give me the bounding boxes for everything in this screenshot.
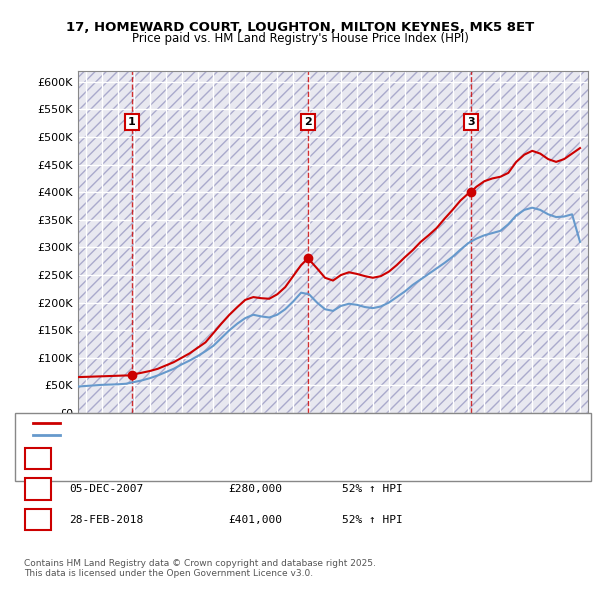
Text: 35% ↑ HPI: 35% ↑ HPI <box>342 454 403 463</box>
Text: 11-NOV-1996: 11-NOV-1996 <box>69 454 143 463</box>
Text: £68,000: £68,000 <box>228 454 275 463</box>
Text: 52% ↑ HPI: 52% ↑ HPI <box>342 484 403 494</box>
Text: HPI: Average price, semi-detached house, Milton Keynes: HPI: Average price, semi-detached house,… <box>63 431 344 440</box>
Text: 2: 2 <box>304 117 311 127</box>
Text: Contains HM Land Registry data © Crown copyright and database right 2025.
This d: Contains HM Land Registry data © Crown c… <box>24 559 376 578</box>
Text: £280,000: £280,000 <box>228 484 282 494</box>
Text: 3: 3 <box>467 117 475 127</box>
Text: 05-DEC-2007: 05-DEC-2007 <box>69 484 143 494</box>
Text: 28-FEB-2018: 28-FEB-2018 <box>69 515 143 525</box>
Text: 2: 2 <box>34 484 41 494</box>
Text: 17, HOMEWARD COURT, LOUGHTON, MILTON KEYNES, MK5 8ET: 17, HOMEWARD COURT, LOUGHTON, MILTON KEY… <box>66 21 534 34</box>
Text: 1: 1 <box>34 454 41 463</box>
Text: 52% ↑ HPI: 52% ↑ HPI <box>342 515 403 525</box>
Text: 1: 1 <box>128 117 136 127</box>
Text: 3: 3 <box>34 515 41 525</box>
Text: 17, HOMEWARD COURT, LOUGHTON, MILTON KEYNES, MK5 8ET (semi-detached house): 17, HOMEWARD COURT, LOUGHTON, MILTON KEY… <box>63 418 496 428</box>
Text: Price paid vs. HM Land Registry's House Price Index (HPI): Price paid vs. HM Land Registry's House … <box>131 32 469 45</box>
Text: £401,000: £401,000 <box>228 515 282 525</box>
